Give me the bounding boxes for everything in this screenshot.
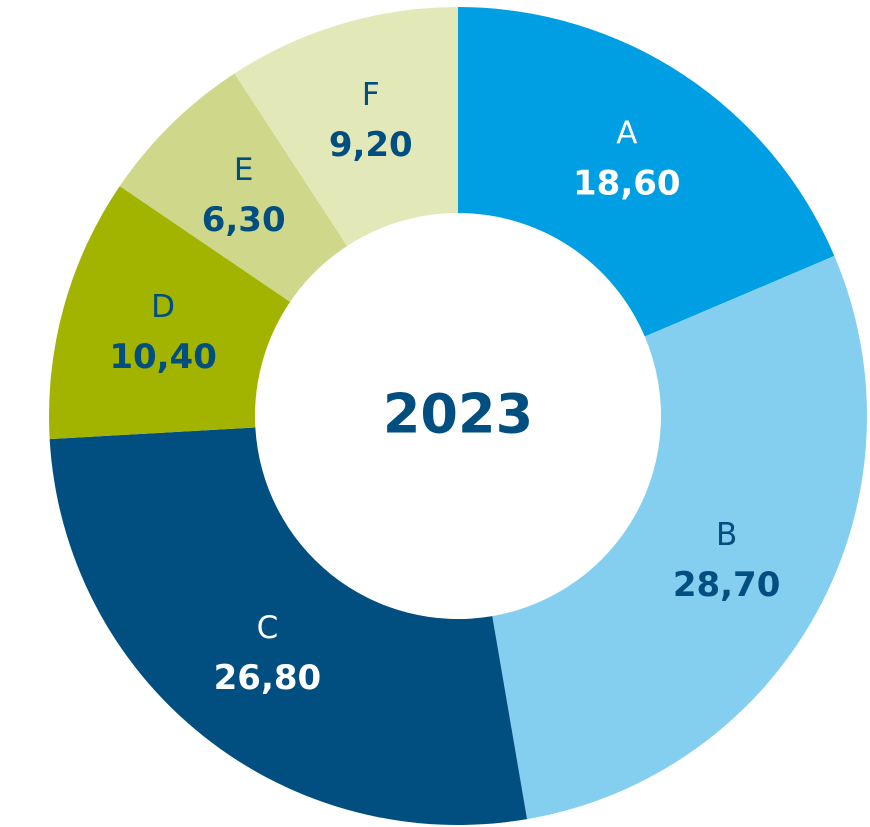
slice-value-label: 6,30: [202, 200, 286, 240]
slice-value-label: 10,40: [109, 337, 217, 377]
slice-category: C: [257, 610, 279, 646]
slice-value-label: 28,70: [673, 565, 781, 605]
slice: [458, 7, 835, 337]
slice: [49, 427, 528, 826]
slice-category: E: [234, 152, 254, 188]
slice-value-label: 26,80: [214, 658, 322, 698]
slice: [119, 73, 348, 302]
slice-category: D: [151, 289, 175, 325]
slice-value-label: 9,20: [329, 125, 413, 165]
slice-category: F: [362, 77, 380, 113]
slice-value-label: 18,60: [573, 163, 681, 203]
slice-category: B: [716, 517, 737, 553]
slice: [492, 255, 868, 820]
slice-category: A: [616, 115, 637, 151]
center-label: 2023: [383, 383, 533, 446]
slice: [48, 186, 291, 440]
slice: [234, 7, 458, 246]
